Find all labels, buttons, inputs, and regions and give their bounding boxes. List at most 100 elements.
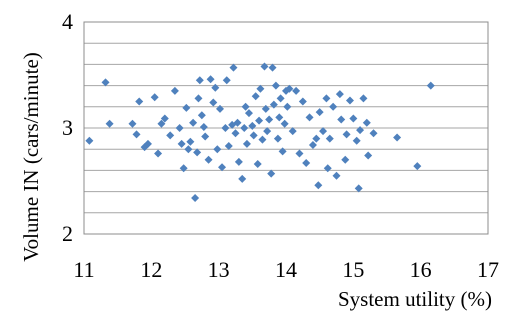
data-point [283, 102, 292, 111]
data-point [292, 86, 301, 95]
data-point [132, 130, 141, 139]
data-point [295, 149, 304, 158]
data-point [128, 119, 137, 128]
data-point [240, 124, 249, 132]
data-point [216, 104, 225, 113]
data-point [275, 113, 284, 122]
data-point [242, 139, 251, 148]
data-point [364, 151, 373, 160]
x-tick-label: 12 [140, 257, 162, 282]
data-point [211, 83, 220, 92]
data-point [271, 81, 280, 90]
data-point [231, 129, 240, 138]
data-point [359, 94, 368, 103]
data-point [154, 149, 163, 158]
data-point [179, 164, 188, 173]
data-point [175, 124, 184, 132]
data-point [186, 137, 195, 146]
data-point [314, 181, 323, 190]
x-axis-title: System utility (%) [338, 287, 492, 311]
data-point [258, 135, 267, 144]
data-point [345, 96, 354, 105]
y-tick-label: 2 [62, 221, 73, 246]
data-point [337, 115, 346, 124]
data-point [166, 131, 175, 140]
data-point [342, 130, 351, 139]
data-point [135, 97, 144, 106]
data-point [218, 163, 227, 172]
data-point [349, 114, 358, 123]
data-point [238, 174, 247, 183]
x-tick-label: 15 [342, 257, 364, 282]
y-axis-title: Volume IN (cars/minute) [19, 52, 43, 262]
data-point [332, 171, 341, 180]
data-point [255, 116, 264, 125]
data-point [319, 127, 328, 136]
data-point [182, 103, 191, 112]
data-point [213, 145, 222, 154]
x-tick-label: 13 [208, 257, 230, 282]
data-point [315, 108, 324, 117]
data-point [260, 62, 269, 71]
data-point [354, 184, 363, 193]
x-tick-label: 14 [275, 257, 297, 282]
data-point [413, 162, 422, 171]
data-point [329, 102, 338, 111]
data-point [193, 148, 202, 157]
data-point [85, 136, 94, 145]
data-point [261, 104, 270, 113]
data-point [251, 92, 260, 101]
data-point [197, 111, 206, 120]
data-point [285, 84, 294, 93]
data-point [157, 119, 166, 128]
data-point [234, 157, 243, 166]
data-point [426, 81, 435, 90]
x-tick-label: 16 [410, 257, 432, 282]
data-point [302, 158, 311, 167]
data-point [308, 140, 317, 149]
data-point [143, 139, 152, 148]
y-tick-label: 3 [62, 115, 73, 140]
data-point [221, 124, 230, 132]
data-point [362, 118, 371, 127]
data-point [393, 133, 402, 142]
data-point [369, 129, 378, 138]
data-point [312, 134, 321, 143]
data-point [278, 147, 287, 156]
data-point [248, 121, 257, 130]
data-point [209, 98, 218, 107]
gridlines [84, 42, 488, 214]
data-point [322, 94, 331, 103]
data-point [150, 93, 159, 102]
data-point [305, 113, 314, 122]
data-point [101, 78, 110, 87]
data-point [253, 160, 262, 169]
data-point [273, 134, 282, 143]
data-point [224, 142, 233, 151]
data-point [184, 145, 193, 154]
data-point [105, 119, 114, 128]
data-point [356, 126, 365, 135]
data-point [201, 132, 210, 141]
y-axis-ticks: 2 3 4 [62, 9, 73, 246]
x-tick-label: 11 [73, 257, 94, 282]
data-point [352, 136, 361, 145]
data-point [276, 94, 285, 103]
data-point [269, 100, 278, 109]
data-point [229, 63, 238, 72]
y-tick-label: 4 [62, 9, 73, 34]
data-point [288, 127, 297, 136]
data-point [265, 115, 274, 124]
data-point [194, 94, 203, 103]
data-point [195, 76, 204, 85]
data-point [325, 134, 334, 143]
data-point [191, 193, 200, 202]
x-axis-ticks: 11 12 13 14 15 16 17 [73, 257, 499, 282]
data-point [263, 127, 272, 136]
plot-frame [83, 21, 489, 235]
data-point [280, 119, 289, 128]
data-point [206, 75, 215, 84]
data-point [335, 90, 344, 99]
data-point [222, 76, 231, 85]
